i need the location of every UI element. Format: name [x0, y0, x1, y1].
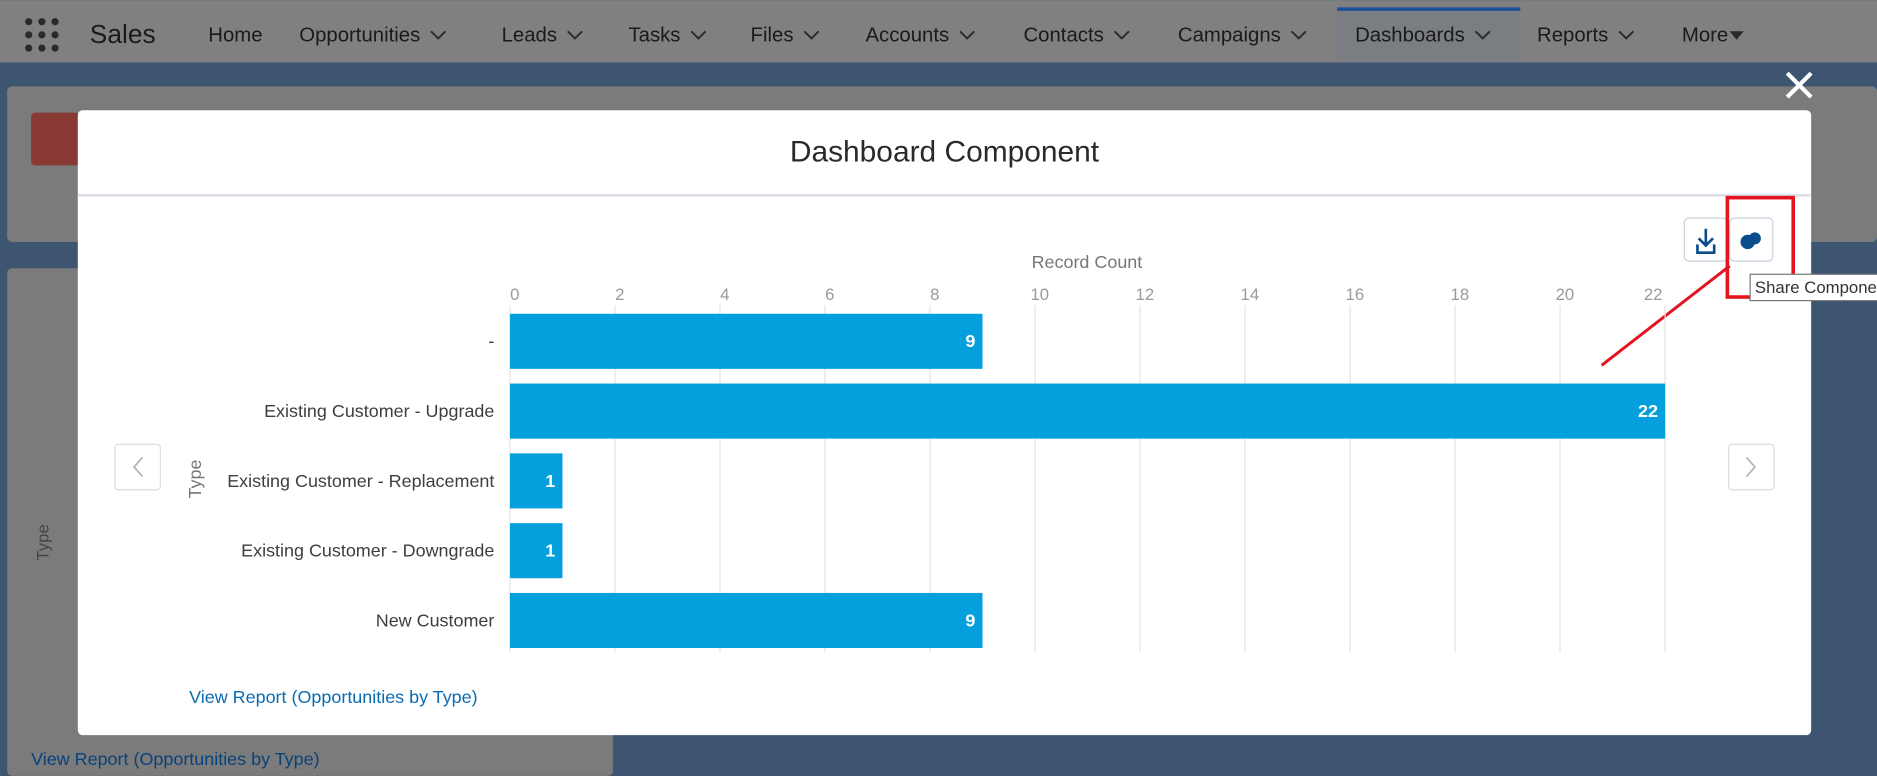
- nav-item[interactable]: Tasks: [628, 24, 680, 46]
- bar-chart: Record Count Type 0 2 4 6 8 10 12 14 16 18 20 22 - 9 Exi…: [185, 252, 1666, 653]
- tooltip-text: Share Component: [1755, 278, 1877, 297]
- bg-axis-label: Type: [34, 524, 53, 560]
- nav-item[interactable]: Leads: [502, 24, 557, 46]
- nav-chevron: [1113, 30, 1130, 40]
- nav-item[interactable]: Opportunities: [299, 24, 420, 46]
- data-label: 9: [965, 610, 975, 630]
- x-tick-label: 10: [1030, 285, 1049, 304]
- data-label: 1: [545, 471, 555, 491]
- nav-item[interactable]: Dashboards: [1355, 24, 1465, 46]
- nav-bar: [0, 0, 1877, 63]
- data-label: 22: [1638, 401, 1658, 421]
- nav-chevron: [690, 30, 707, 40]
- app-name: Sales: [90, 19, 156, 49]
- x-tick-label: 0: [510, 285, 519, 304]
- view-report-link[interactable]: View Report (Opportunities by Type): [189, 687, 477, 707]
- nav-chevron: [567, 30, 583, 40]
- x-tick-label: 4: [720, 285, 729, 304]
- nav-item[interactable]: Contacts: [1023, 24, 1103, 46]
- data-label: 9: [965, 331, 975, 351]
- nav-item[interactable]: Reports: [1537, 24, 1608, 46]
- nav-caret: [1729, 31, 1744, 40]
- x-tick-label: 22: [1644, 285, 1663, 304]
- modal-title: Dashboard Component: [790, 135, 1100, 168]
- y-tick-label: Existing Customer - Upgrade: [264, 401, 494, 421]
- y-tick-label: Existing Customer - Downgrade: [241, 541, 494, 561]
- bar: [509, 383, 1666, 439]
- x-tick-label: 12: [1136, 285, 1155, 304]
- bar: [509, 453, 563, 509]
- x-tick-label: 18: [1451, 285, 1470, 304]
- nav-chevron: [430, 30, 447, 40]
- nav-item[interactable]: Campaigns: [1178, 24, 1281, 46]
- x-tick-label: 14: [1241, 285, 1260, 304]
- nav-chevron: [1290, 30, 1307, 40]
- y-tick-label: -: [488, 331, 494, 351]
- nav-chevron: [959, 30, 975, 40]
- x-tick-label: 20: [1556, 285, 1575, 304]
- x-tick-label: 6: [825, 285, 834, 304]
- x-tick-label: 2: [615, 285, 624, 304]
- x-axis-label: Record Count: [1032, 252, 1143, 272]
- x-tick-label: 8: [930, 285, 939, 304]
- bar: [509, 313, 983, 369]
- x-tick-label: 16: [1346, 285, 1365, 304]
- nav-chevron: [1618, 30, 1635, 40]
- prev-button[interactable]: [114, 443, 162, 491]
- nav-chevron: [1474, 30, 1491, 40]
- bg-link: View Report (Opportunities by Type): [31, 749, 319, 769]
- y-tick-label: New Customer: [376, 610, 495, 630]
- tooltip: [1749, 273, 1877, 302]
- data-label: 1: [545, 541, 555, 561]
- bar: [509, 592, 983, 649]
- y-tick-label: Existing Customer - Replacement: [227, 471, 494, 491]
- bg-icon: [31, 112, 80, 166]
- bar: [509, 523, 563, 579]
- nav-item[interactable]: Home: [208, 24, 262, 46]
- download-button[interactable]: [1683, 217, 1728, 262]
- share-button[interactable]: [1729, 217, 1774, 262]
- nav-selected: [1337, 7, 1521, 63]
- app-launcher[interactable]: [25, 18, 59, 52]
- nav-item[interactable]: Accounts: [865, 24, 949, 46]
- nav-chevron: [803, 30, 820, 40]
- nav-item[interactable]: Files: [751, 24, 794, 46]
- nav-item[interactable]: More: [1682, 24, 1728, 46]
- y-axis-label: Type: [185, 460, 205, 499]
- nav-items: Home Opportunities Leads Tasks Files Accounts…: [208, 24, 1744, 46]
- nav-selected-bar: [1337, 7, 1521, 11]
- next-button[interactable]: [1727, 443, 1775, 491]
- close-button[interactable]: [1785, 71, 1813, 99]
